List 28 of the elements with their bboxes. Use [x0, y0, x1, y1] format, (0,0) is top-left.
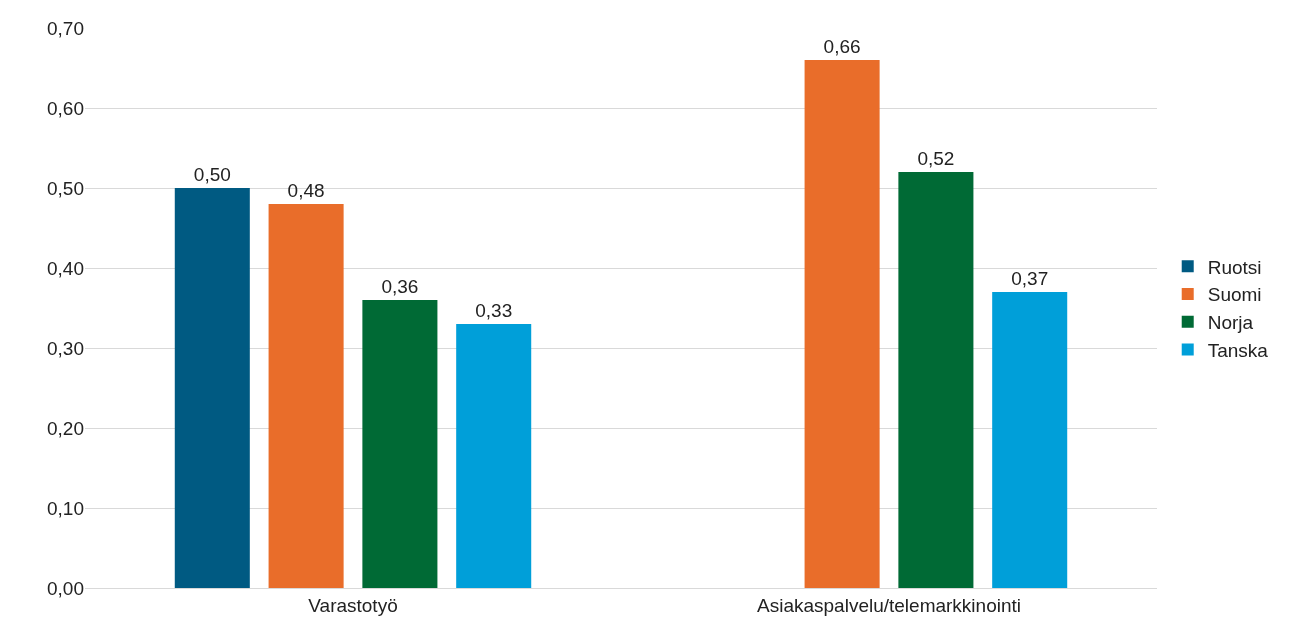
legend-label: Suomi: [1207, 284, 1262, 306]
data-label: 0,37: [1011, 268, 1049, 289]
y-tick-label: 0,20: [47, 417, 84, 439]
data-label: 0,33: [475, 300, 513, 321]
data-label: 0,48: [287, 180, 325, 201]
legend-label: Norja: [1207, 312, 1254, 334]
data-label: 0,36: [381, 276, 419, 297]
legend-label: Ruotsi: [1207, 256, 1262, 278]
y-tick-label: 0,40: [47, 257, 84, 279]
y-tick-label: 0,10: [47, 497, 84, 519]
bar: [898, 172, 974, 588]
data-label: 0,52: [917, 148, 955, 169]
y-tick-label: 0,50: [47, 177, 84, 199]
bar: [174, 188, 250, 588]
data-label: 0,66: [823, 36, 861, 57]
y-tick-label: 0,60: [47, 97, 84, 119]
bar: [804, 60, 880, 588]
bar: [362, 300, 438, 588]
y-tick-label: 0,70: [47, 17, 84, 39]
legend-label: Tanska: [1207, 339, 1269, 361]
bar: [456, 324, 532, 588]
bar: [992, 292, 1068, 588]
bar: [268, 204, 344, 588]
x-tick-label: Varastotyö: [308, 594, 398, 616]
x-tick-label: Asiakaspalvelu/telemarkkinointi: [756, 594, 1022, 616]
y-tick-label: 0,30: [47, 337, 84, 359]
data-label: 0,50: [193, 164, 231, 185]
y-tick-label: 0,00: [47, 577, 84, 599]
